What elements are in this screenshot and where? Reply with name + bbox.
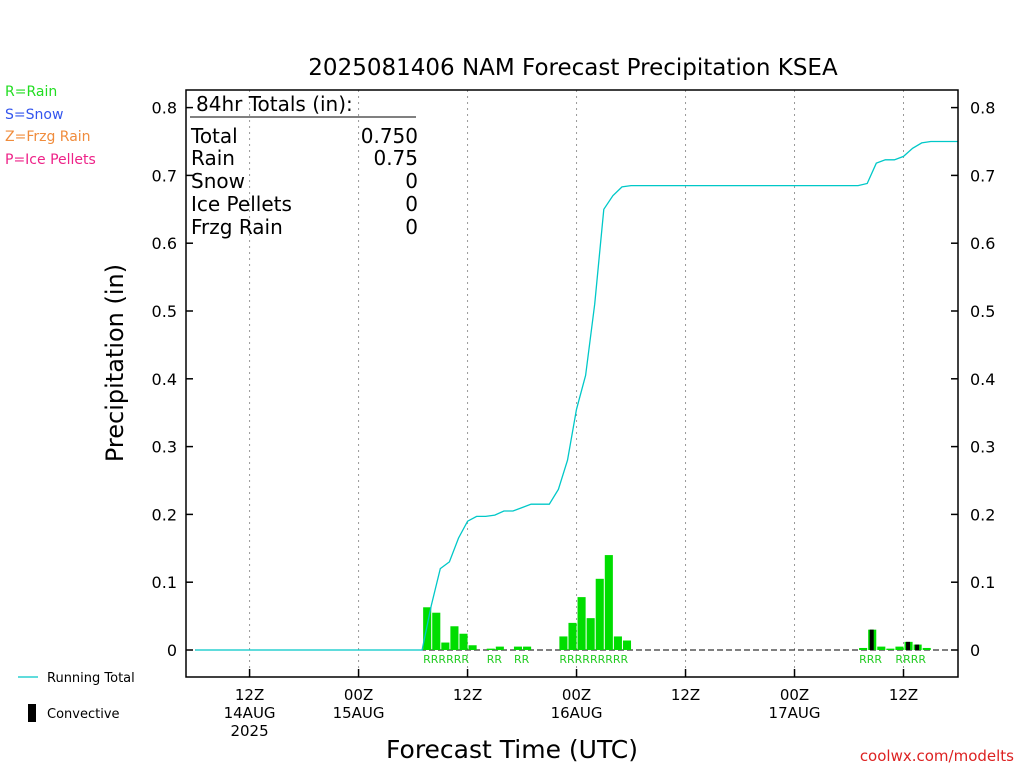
precip-bar <box>877 646 886 650</box>
precip-bar <box>459 633 468 650</box>
legend-rain: R=Rain <box>5 84 57 100</box>
running-total-legend-label: Running Total <box>47 671 135 686</box>
legend-snow: S=Snow <box>5 107 63 123</box>
precip-bar <box>450 626 459 650</box>
precip-bar <box>922 647 931 650</box>
totals-row-value: 0 <box>405 215 418 239</box>
precip-bar <box>468 645 477 650</box>
totals-row-label: Total <box>190 124 238 148</box>
running-total-line <box>195 140 958 651</box>
x-tick-label: 12Z <box>235 686 264 704</box>
precip-bar <box>432 612 441 650</box>
totals-row-label: Ice Pellets <box>191 192 292 216</box>
precip-bar <box>604 555 613 650</box>
y-tick-label: 0.2 <box>970 505 995 524</box>
y-tick-label: 0.5 <box>970 302 995 321</box>
precip-bar <box>622 640 632 650</box>
y-tick-label: 0.1 <box>970 573 995 592</box>
convective-swatch <box>28 704 36 722</box>
x-tick-label: 2025 <box>230 722 268 740</box>
y-axis-right: 0 0.1 0.2 0.3 0.4 0.5 0.6 0.7 0.8 <box>951 99 995 660</box>
precip-bar <box>577 597 586 650</box>
totals-row-value: 0.750 <box>361 124 418 148</box>
convective-bars <box>869 629 920 650</box>
precip-bar <box>523 646 532 650</box>
y-tick-label: 0 <box>970 641 980 660</box>
precip-bar <box>613 636 622 650</box>
precip-bar <box>859 647 868 650</box>
x-tick-label: 12Z <box>453 686 482 704</box>
precip-bar <box>441 642 450 650</box>
ptype-legend: R=Rain S=Snow Z=Frzg Rain P=Ice Pellets <box>5 84 96 168</box>
legend-frzg-rain: Z=Frzg Rain <box>5 129 91 145</box>
convective-bar <box>915 644 920 650</box>
credit-text: coolwx.com/modelts <box>860 747 1014 765</box>
x-tick-label: 14AUG <box>224 704 276 722</box>
totals-row-label: Rain <box>191 146 235 170</box>
ptype-label: RR <box>514 653 530 666</box>
y-tick-label: 0 <box>167 641 177 660</box>
ptype-label: RRRRRRRRR <box>559 653 628 666</box>
precip-bar <box>568 622 577 650</box>
y-axis-label: Precipitation (in) <box>101 264 129 462</box>
x-tick-label: 17AUG <box>769 704 821 722</box>
totals-box: 84hr Totals (in): Total 0.750 Rain 0.75 … <box>190 92 418 239</box>
plot-frame <box>185 89 959 678</box>
precip-bar <box>423 607 432 650</box>
x-axis-label: Forecast Time (UTC) <box>386 735 638 764</box>
y-tick-label: 0.7 <box>970 166 995 185</box>
precip-bar <box>886 648 895 650</box>
y-tick-label: 0.8 <box>970 99 995 118</box>
y-tick-label: 0.6 <box>970 234 995 253</box>
y-tick-label: 0.4 <box>970 370 995 389</box>
totals-row-value: 0.75 <box>373 146 418 170</box>
legend-ice-pellets: P=Ice Pellets <box>5 152 96 168</box>
precip-bar <box>586 618 595 650</box>
x-tick-label: 12Z <box>671 686 700 704</box>
precip-bar <box>513 646 523 650</box>
totals-heading: 84hr Totals (in): <box>196 92 353 116</box>
y-tick-label: 0.2 <box>152 505 177 524</box>
x-tick-label: 00Z <box>780 686 809 704</box>
y-tick-label: 0.4 <box>152 370 177 389</box>
precip-bar <box>559 636 568 650</box>
x-tick-label: 16AUG <box>551 704 603 722</box>
totals-row-label: Frzg Rain <box>191 215 283 239</box>
bottom-legend: Running Total Convective <box>18 671 135 722</box>
precip-bars <box>423 555 931 650</box>
x-tick-label: 12Z <box>889 686 918 704</box>
precip-bar <box>595 578 604 650</box>
y-tick-label: 0.3 <box>152 438 177 457</box>
totals-row-value: 0 <box>405 192 418 216</box>
y-axis-left: 0 0.1 0.2 0.3 0.4 0.5 0.6 0.7 0.8 <box>152 99 193 660</box>
vertical-gridlines <box>249 90 905 677</box>
ptype-labels: RRRRRR RR RR RRRRRRRRR RRR RRRR <box>423 653 926 666</box>
y-tick-label: 0.8 <box>152 99 177 118</box>
x-tick-label: 00Z <box>562 686 591 704</box>
convective-bar <box>869 629 874 650</box>
ptype-label: RRRR <box>895 653 926 666</box>
y-tick-label: 0.3 <box>970 438 995 457</box>
totals-row-value: 0 <box>405 169 418 193</box>
ptype-label: RRRRRR <box>423 653 469 666</box>
totals-row-label: Snow <box>191 169 245 193</box>
x-tick-label: 00Z <box>344 686 373 704</box>
x-tick-label: 15AUG <box>333 704 385 722</box>
y-tick-label: 0.7 <box>152 166 177 185</box>
y-tick-label: 0.1 <box>152 573 177 592</box>
precip-bar <box>895 646 904 650</box>
precip-bar <box>486 648 495 650</box>
y-tick-label: 0.5 <box>152 302 177 321</box>
chart-title: 2025081406 NAM Forecast Precipitation KS… <box>308 55 838 81</box>
y-tick-label: 0.6 <box>152 234 177 253</box>
precip-bar <box>495 646 504 650</box>
ptype-label: RR <box>487 653 503 666</box>
ptype-label: RRR <box>859 653 882 666</box>
convective-bar <box>906 641 911 650</box>
convective-legend-label: Convective <box>47 707 120 722</box>
